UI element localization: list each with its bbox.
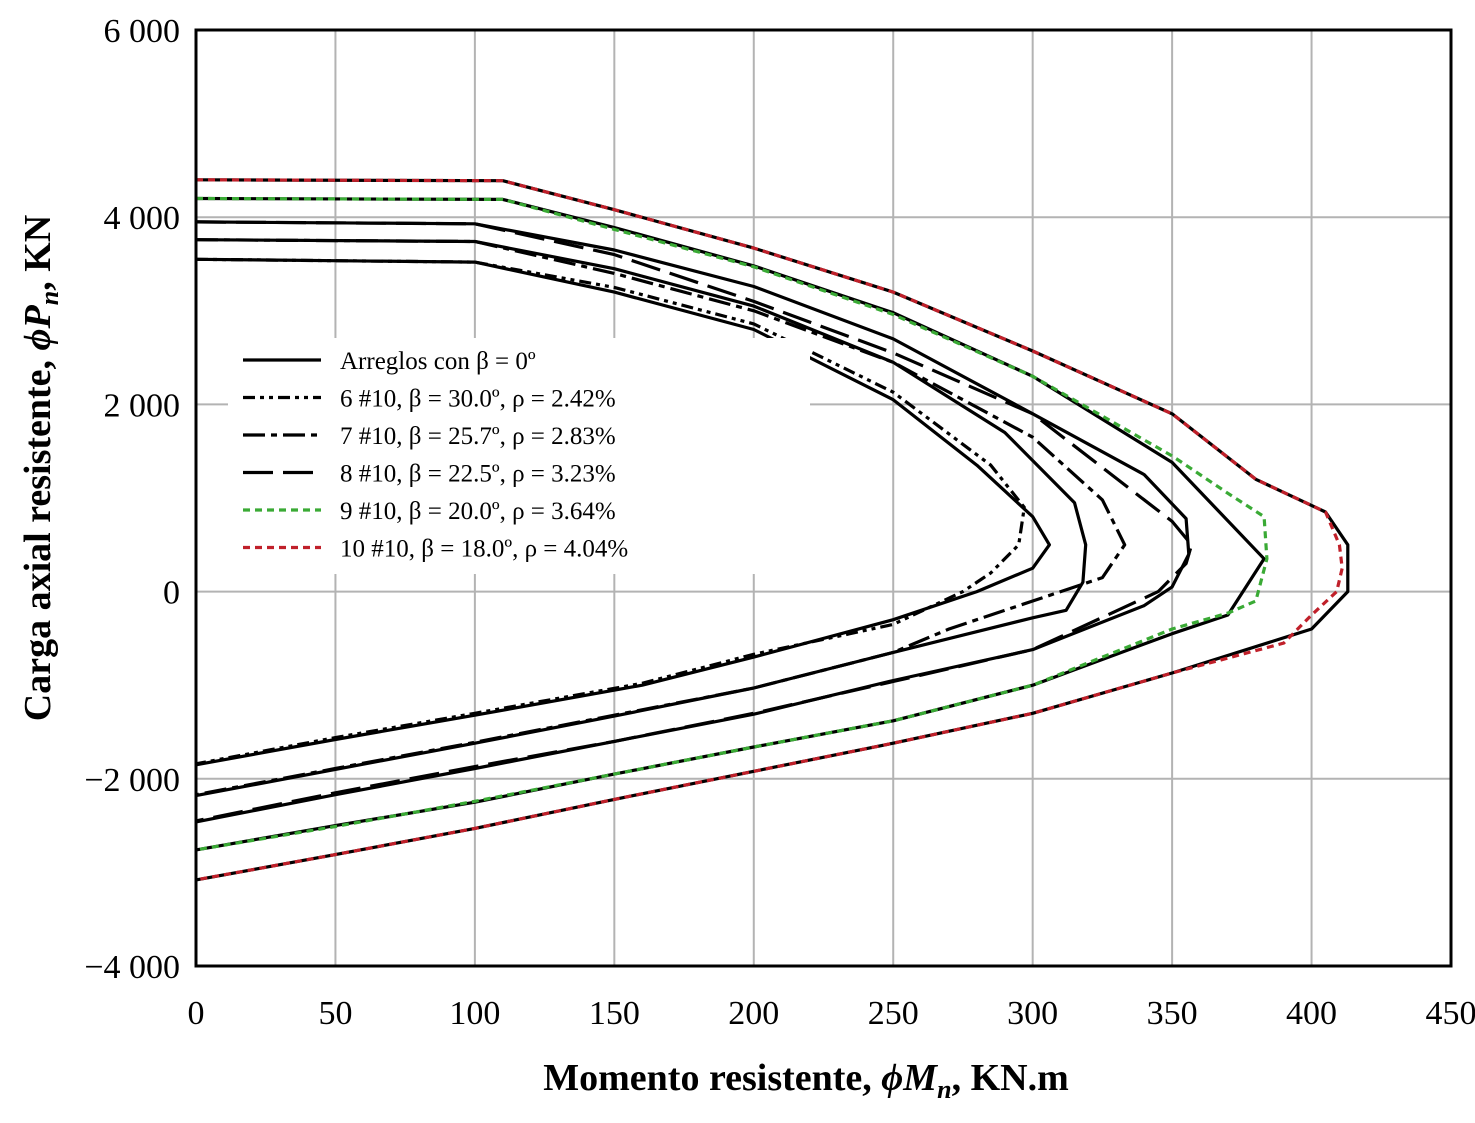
x-tick-label: 250 bbox=[868, 995, 919, 1032]
x-tick-label: 200 bbox=[728, 995, 779, 1032]
plot-frame bbox=[194, 28, 1453, 968]
y-axis-title: Carga axial resistente, ϕPn, KN bbox=[17, 215, 64, 721]
x-tick-label: 50 bbox=[318, 995, 352, 1032]
series-line-dotted bbox=[195, 196, 1269, 852]
x-tick-label: 400 bbox=[1286, 995, 1337, 1032]
legend-label: 6 #10, β = 30.0º, ρ = 2.42% bbox=[340, 386, 616, 413]
legend-label: 7 #10, β = 25.7º, ρ = 2.83% bbox=[340, 423, 616, 450]
series-line-dotted bbox=[195, 178, 1344, 882]
series-line-longdash bbox=[195, 220, 1194, 823]
legend-label: Arreglos con β = 0º bbox=[340, 348, 536, 375]
legend-label: 8 #10, β = 22.5º, ρ = 3.23% bbox=[340, 461, 616, 488]
x-tick-labels: 0 50 100 150 200 250 300 350 400 450 bbox=[188, 995, 1475, 1032]
y-tick-label: −4 000 bbox=[84, 949, 180, 986]
y-tick-label: 6 000 bbox=[104, 13, 181, 50]
series-line-solid bbox=[195, 257, 1052, 767]
series-line-dashdotdot bbox=[195, 257, 1026, 766]
y-tick-label: 4 000 bbox=[104, 200, 181, 237]
x-tick-label: 450 bbox=[1426, 995, 1475, 1032]
series-line-dashdot bbox=[195, 238, 1127, 797]
y-tick-label: 0 bbox=[163, 575, 180, 612]
y-tick-label: −2 000 bbox=[84, 762, 180, 799]
y-tick-label: 2 000 bbox=[104, 387, 181, 424]
x-tick-label: 150 bbox=[589, 995, 640, 1032]
legend-background bbox=[228, 338, 810, 574]
x-tick-label: 300 bbox=[1007, 995, 1058, 1032]
legend-label: 10 #10, β = 18.0º, ρ = 4.04% bbox=[340, 536, 628, 563]
x-tick-label: 0 bbox=[188, 995, 205, 1032]
legend: Arreglos con β = 0º 6 #10, β = 30.0º, ρ =… bbox=[243, 348, 628, 563]
x-axis-title: Momento resistente, ϕMn, KN.m bbox=[543, 1057, 1068, 1104]
series-layer bbox=[195, 178, 1350, 882]
legend-label: 9 #10, β = 20.0º, ρ = 3.64% bbox=[340, 498, 616, 525]
x-tick-label: 350 bbox=[1147, 995, 1198, 1032]
y-tick-labels: −4 000 −2 000 0 2 000 4 000 6 000 bbox=[84, 13, 180, 986]
x-tick-label: 100 bbox=[449, 995, 500, 1032]
